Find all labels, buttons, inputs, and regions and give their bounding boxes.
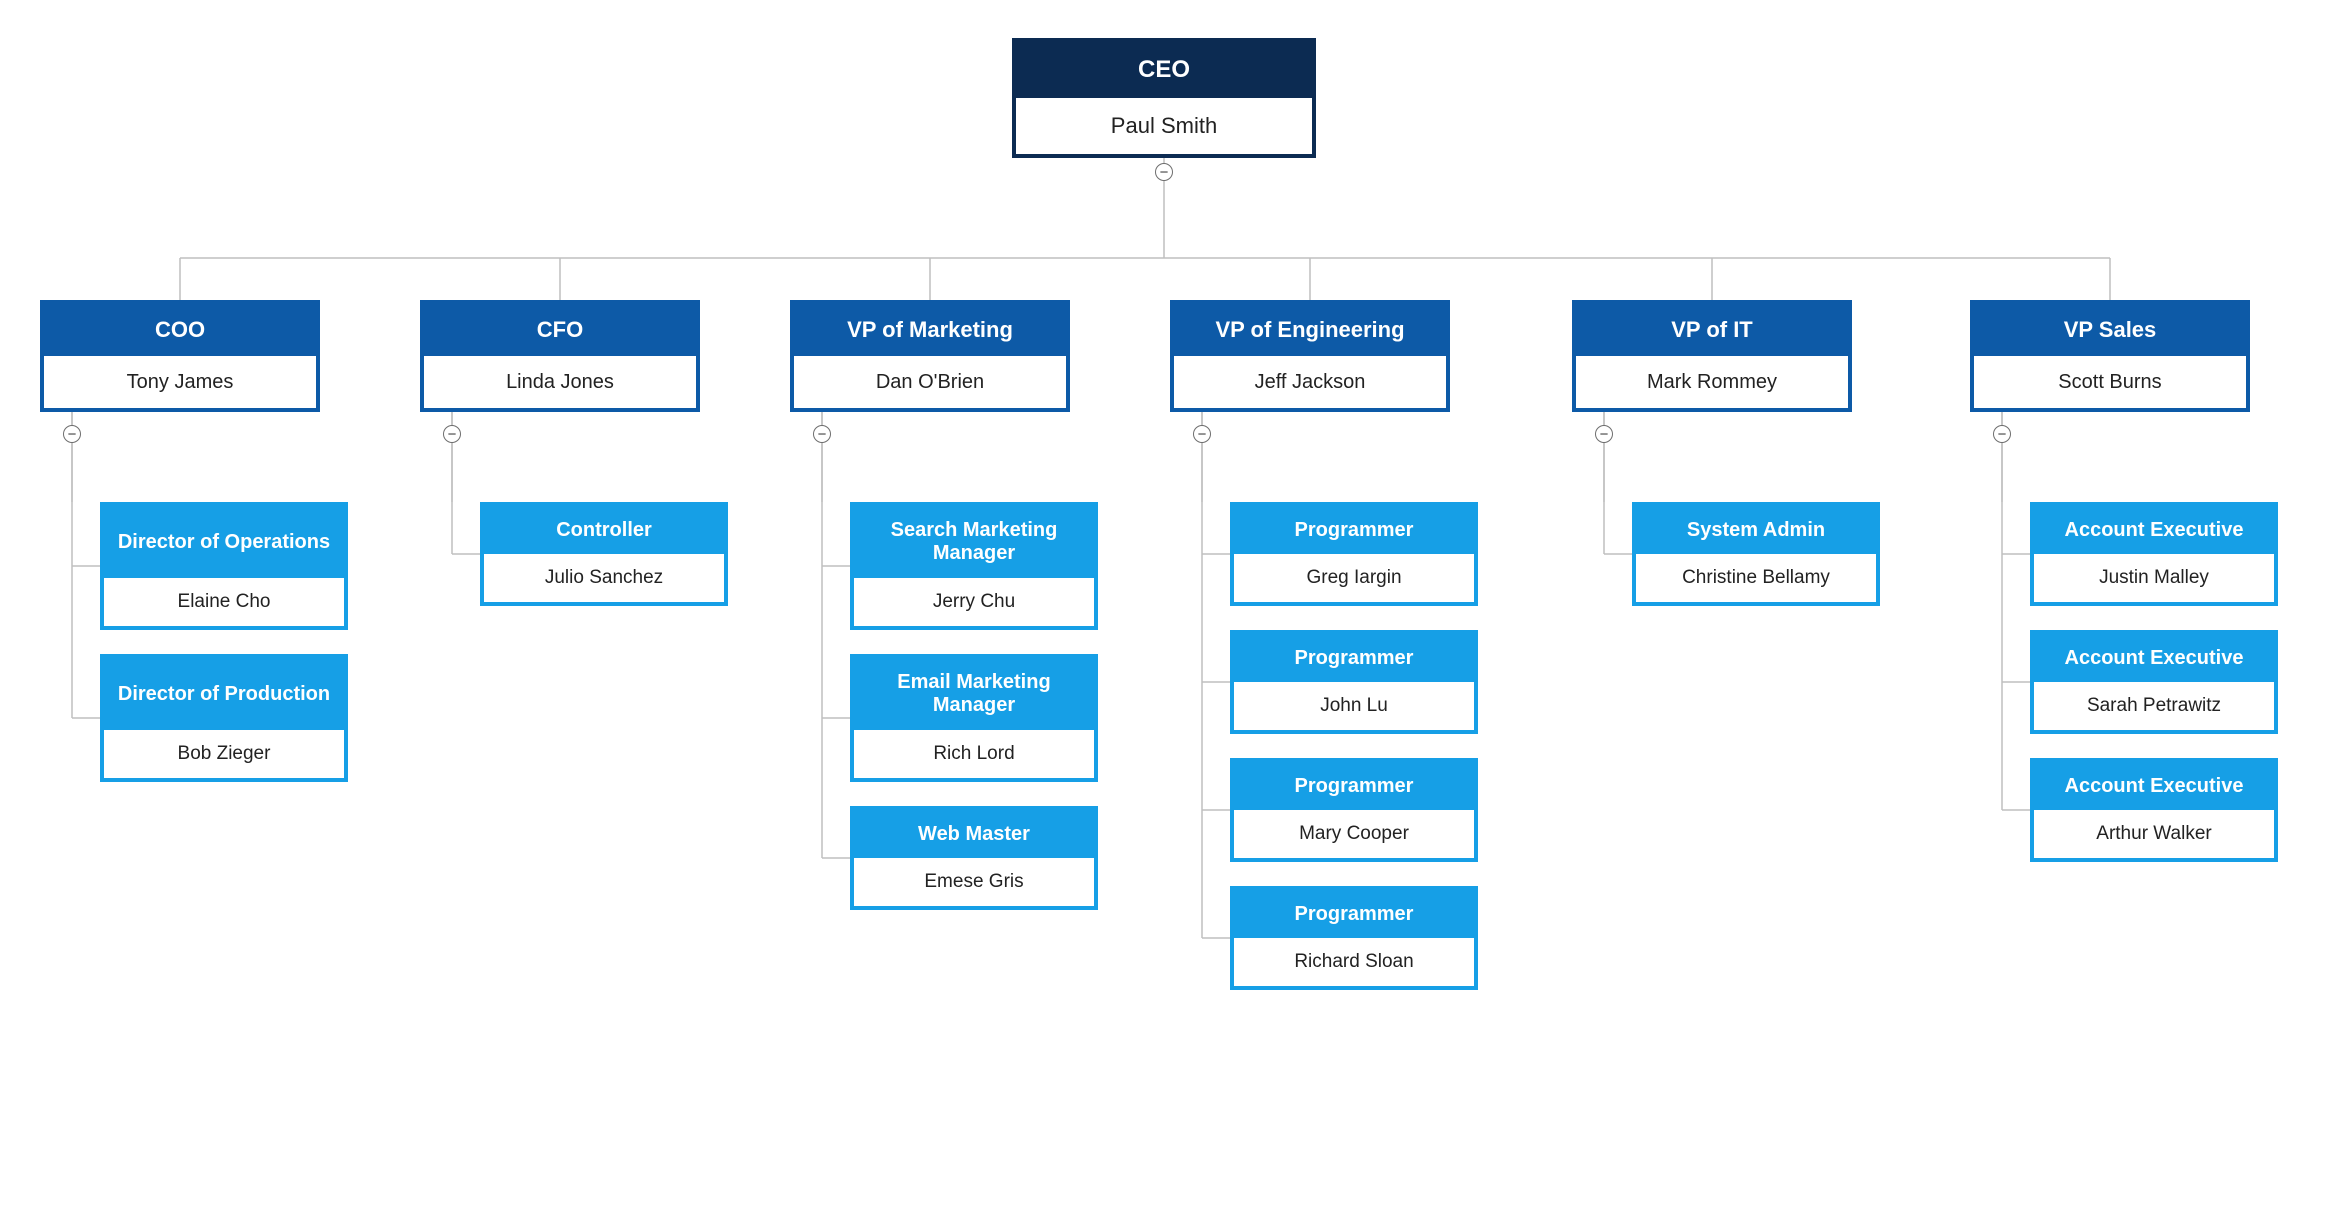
node-title: VP of Marketing [794, 304, 1066, 356]
node-name: Jerry Chu [854, 578, 1094, 626]
minus-icon: − [1198, 427, 1207, 442]
node-name: Rich Lord [854, 730, 1094, 778]
node-name: Dan O'Brien [794, 356, 1066, 408]
node-title: Programmer [1234, 762, 1474, 810]
node-name: Paul Smith [1016, 98, 1312, 154]
node-dept-vp-of-it[interactable]: VP of ITMark Rommey [1572, 300, 1852, 412]
minus-icon: − [818, 427, 827, 442]
node-title: Email Marketing Manager [854, 658, 1094, 730]
node-name: Richard Sloan [1234, 938, 1474, 986]
node-member-vp-of-marketing-0[interactable]: Search Marketing ManagerJerry Chu [850, 502, 1098, 630]
node-title: Account Executive [2034, 506, 2274, 554]
node-member-vp-sales-1[interactable]: Account ExecutiveSarah Petrawitz [2030, 630, 2278, 734]
minus-icon: − [448, 427, 457, 442]
collapse-toggle-cfo[interactable]: − [443, 425, 461, 443]
node-name: Julio Sanchez [484, 554, 724, 602]
minus-icon: − [68, 427, 77, 442]
node-member-coo-1[interactable]: Director of ProductionBob Zieger [100, 654, 348, 782]
node-name: Arthur Walker [2034, 810, 2274, 858]
node-name: Linda Jones [424, 356, 696, 408]
org-chart: CEOPaul Smith − COOTony James − Director of … [0, 0, 2328, 1220]
node-name: Christine Bellamy [1636, 554, 1876, 602]
collapse-toggle-vp-sales[interactable]: − [1993, 425, 2011, 443]
node-name: Scott Burns [1974, 356, 2246, 408]
node-dept-vp-of-marketing[interactable]: VP of MarketingDan O'Brien [790, 300, 1070, 412]
node-title: CFO [424, 304, 696, 356]
node-ceo[interactable]: CEOPaul Smith [1012, 38, 1316, 158]
node-name: Tony James [44, 356, 316, 408]
minus-icon: − [1600, 427, 1609, 442]
collapse-toggle-ceo[interactable]: − [1155, 163, 1173, 181]
node-name: John Lu [1234, 682, 1474, 730]
node-member-vp-of-engineering-3[interactable]: ProgrammerRichard Sloan [1230, 886, 1478, 990]
node-title: VP Sales [1974, 304, 2246, 356]
node-title: COO [44, 304, 316, 356]
minus-icon: − [1160, 165, 1169, 180]
node-name: Sarah Petrawitz [2034, 682, 2274, 730]
node-title: Controller [484, 506, 724, 554]
node-title: Programmer [1234, 506, 1474, 554]
node-title: Account Executive [2034, 634, 2274, 682]
node-title: VP of IT [1576, 304, 1848, 356]
node-member-vp-sales-0[interactable]: Account ExecutiveJustin Malley [2030, 502, 2278, 606]
node-name: Mary Cooper [1234, 810, 1474, 858]
node-title: Search Marketing Manager [854, 506, 1094, 578]
node-member-vp-of-marketing-1[interactable]: Email Marketing ManagerRich Lord [850, 654, 1098, 782]
minus-icon: − [1998, 427, 2007, 442]
node-title: Programmer [1234, 890, 1474, 938]
node-dept-coo[interactable]: COOTony James [40, 300, 320, 412]
node-title: CEO [1016, 42, 1312, 98]
node-title: Programmer [1234, 634, 1474, 682]
node-member-vp-of-engineering-0[interactable]: ProgrammerGreg Iargin [1230, 502, 1478, 606]
node-member-vp-of-engineering-2[interactable]: ProgrammerMary Cooper [1230, 758, 1478, 862]
node-title: Web Master [854, 810, 1094, 858]
node-member-vp-of-engineering-1[interactable]: ProgrammerJohn Lu [1230, 630, 1478, 734]
collapse-toggle-vp-of-engineering[interactable]: − [1193, 425, 1211, 443]
node-name: Greg Iargin [1234, 554, 1474, 602]
node-dept-vp-sales[interactable]: VP SalesScott Burns [1970, 300, 2250, 412]
node-member-coo-0[interactable]: Director of OperationsElaine Cho [100, 502, 348, 630]
node-member-vp-of-it-0[interactable]: System AdminChristine Bellamy [1632, 502, 1880, 606]
node-name: Emese Gris [854, 858, 1094, 906]
node-name: Justin Malley [2034, 554, 2274, 602]
node-member-cfo-0[interactable]: ControllerJulio Sanchez [480, 502, 728, 606]
node-title: Director of Operations [104, 506, 344, 578]
node-name: Elaine Cho [104, 578, 344, 626]
node-title: Director of Production [104, 658, 344, 730]
node-member-vp-sales-2[interactable]: Account ExecutiveArthur Walker [2030, 758, 2278, 862]
collapse-toggle-vp-of-marketing[interactable]: − [813, 425, 831, 443]
node-title: Account Executive [2034, 762, 2274, 810]
node-dept-vp-of-engineering[interactable]: VP of EngineeringJeff Jackson [1170, 300, 1450, 412]
node-name: Bob Zieger [104, 730, 344, 778]
node-name: Mark Rommey [1576, 356, 1848, 408]
node-title: VP of Engineering [1174, 304, 1446, 356]
node-name: Jeff Jackson [1174, 356, 1446, 408]
node-dept-cfo[interactable]: CFOLinda Jones [420, 300, 700, 412]
node-member-vp-of-marketing-2[interactable]: Web MasterEmese Gris [850, 806, 1098, 910]
collapse-toggle-vp-of-it[interactable]: − [1595, 425, 1613, 443]
node-title: System Admin [1636, 506, 1876, 554]
collapse-toggle-coo[interactable]: − [63, 425, 81, 443]
